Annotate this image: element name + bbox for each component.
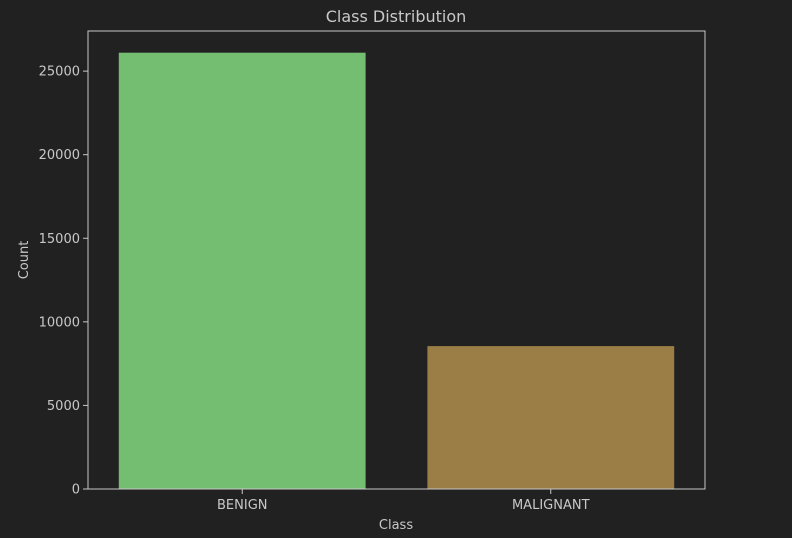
x-axis-ticks: BENIGN MALIGNANT: [217, 489, 590, 513]
y-tick-label: 10000: [39, 315, 80, 330]
y-tick-label: 0: [72, 483, 80, 498]
x-tick-label-benign: BENIGN: [217, 498, 268, 513]
x-tick-label-malignant: MALIGNANT: [512, 498, 590, 513]
y-tick-label: 5000: [47, 399, 80, 414]
y-tick-label: 25000: [39, 65, 80, 80]
bars-group: [118, 52, 675, 489]
y-axis-ticks: 0 5000 10000 15000 20000 25000: [39, 65, 88, 498]
x-axis-label: Class: [379, 518, 413, 533]
bar-benign: [118, 52, 366, 489]
chart-title: Class Distribution: [326, 7, 467, 26]
bar-malignant: [427, 346, 675, 489]
y-axis-label: Count: [17, 241, 32, 280]
plot-frame: [87, 30, 706, 490]
y-tick-label: 15000: [39, 232, 80, 247]
y-tick-label: 20000: [39, 148, 80, 163]
